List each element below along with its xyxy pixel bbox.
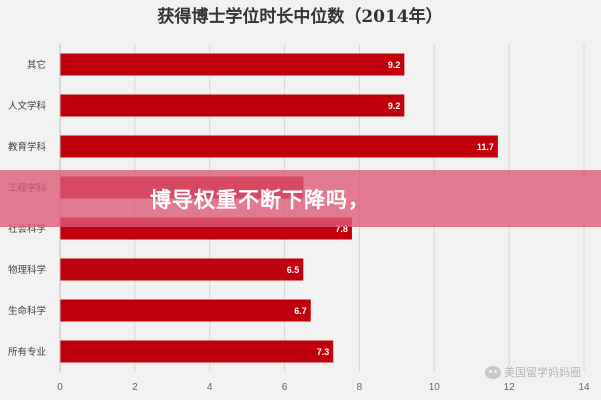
category-label: 所有专业 (8, 346, 46, 358)
bar (60, 94, 405, 117)
bar-value-label: 6.7 (294, 306, 307, 316)
x-tick-label: 8 (357, 382, 363, 393)
bars: 9.2 9.2 11.7 7.8 6.5 6.7 7.3 (60, 53, 498, 363)
x-tick-label: 0 (57, 382, 63, 393)
bar-value-label: 7.3 (317, 347, 330, 357)
x-tick-label: 6 (282, 382, 288, 393)
wechat-icon (485, 365, 501, 379)
category-label: 教育学科 (8, 141, 47, 153)
bar-value-label: 7.8 (335, 224, 348, 234)
bar (60, 53, 405, 76)
banner-text: 博导权重不断下降吗， (150, 187, 370, 212)
bar-value-label: 9.2 (388, 60, 401, 70)
watermark-text: 美国留学妈妈圈 (504, 366, 581, 379)
bar (60, 258, 304, 281)
x-tick-label: 12 (504, 382, 516, 393)
chart-title: 获得博士学位时长中位数（2014年） (157, 6, 442, 27)
x-tick-label: 4 (207, 382, 213, 393)
category-label: 人文学科 (8, 100, 47, 112)
category-label: 生命科学 (8, 305, 46, 317)
bar (60, 299, 311, 322)
category-label: 物理科学 (8, 264, 46, 276)
bar-value-label: 11.7 (477, 142, 494, 152)
category-label: 其它 (27, 59, 46, 71)
bar-value-label: 6.5 (287, 265, 300, 275)
watermark: 美国留学妈妈圈 (485, 364, 581, 380)
x-tick-label: 14 (578, 382, 590, 393)
bar-value-label: 9.2 (388, 101, 401, 111)
x-axis-ticks: 0 2 4 6 8 10 12 14 (57, 382, 590, 393)
overlay-banner: 博导权重不断下降吗， (0, 170, 601, 227)
bar (60, 135, 498, 158)
bar (60, 340, 334, 363)
x-tick-label: 10 (429, 382, 441, 393)
x-tick-label: 2 (132, 382, 138, 393)
